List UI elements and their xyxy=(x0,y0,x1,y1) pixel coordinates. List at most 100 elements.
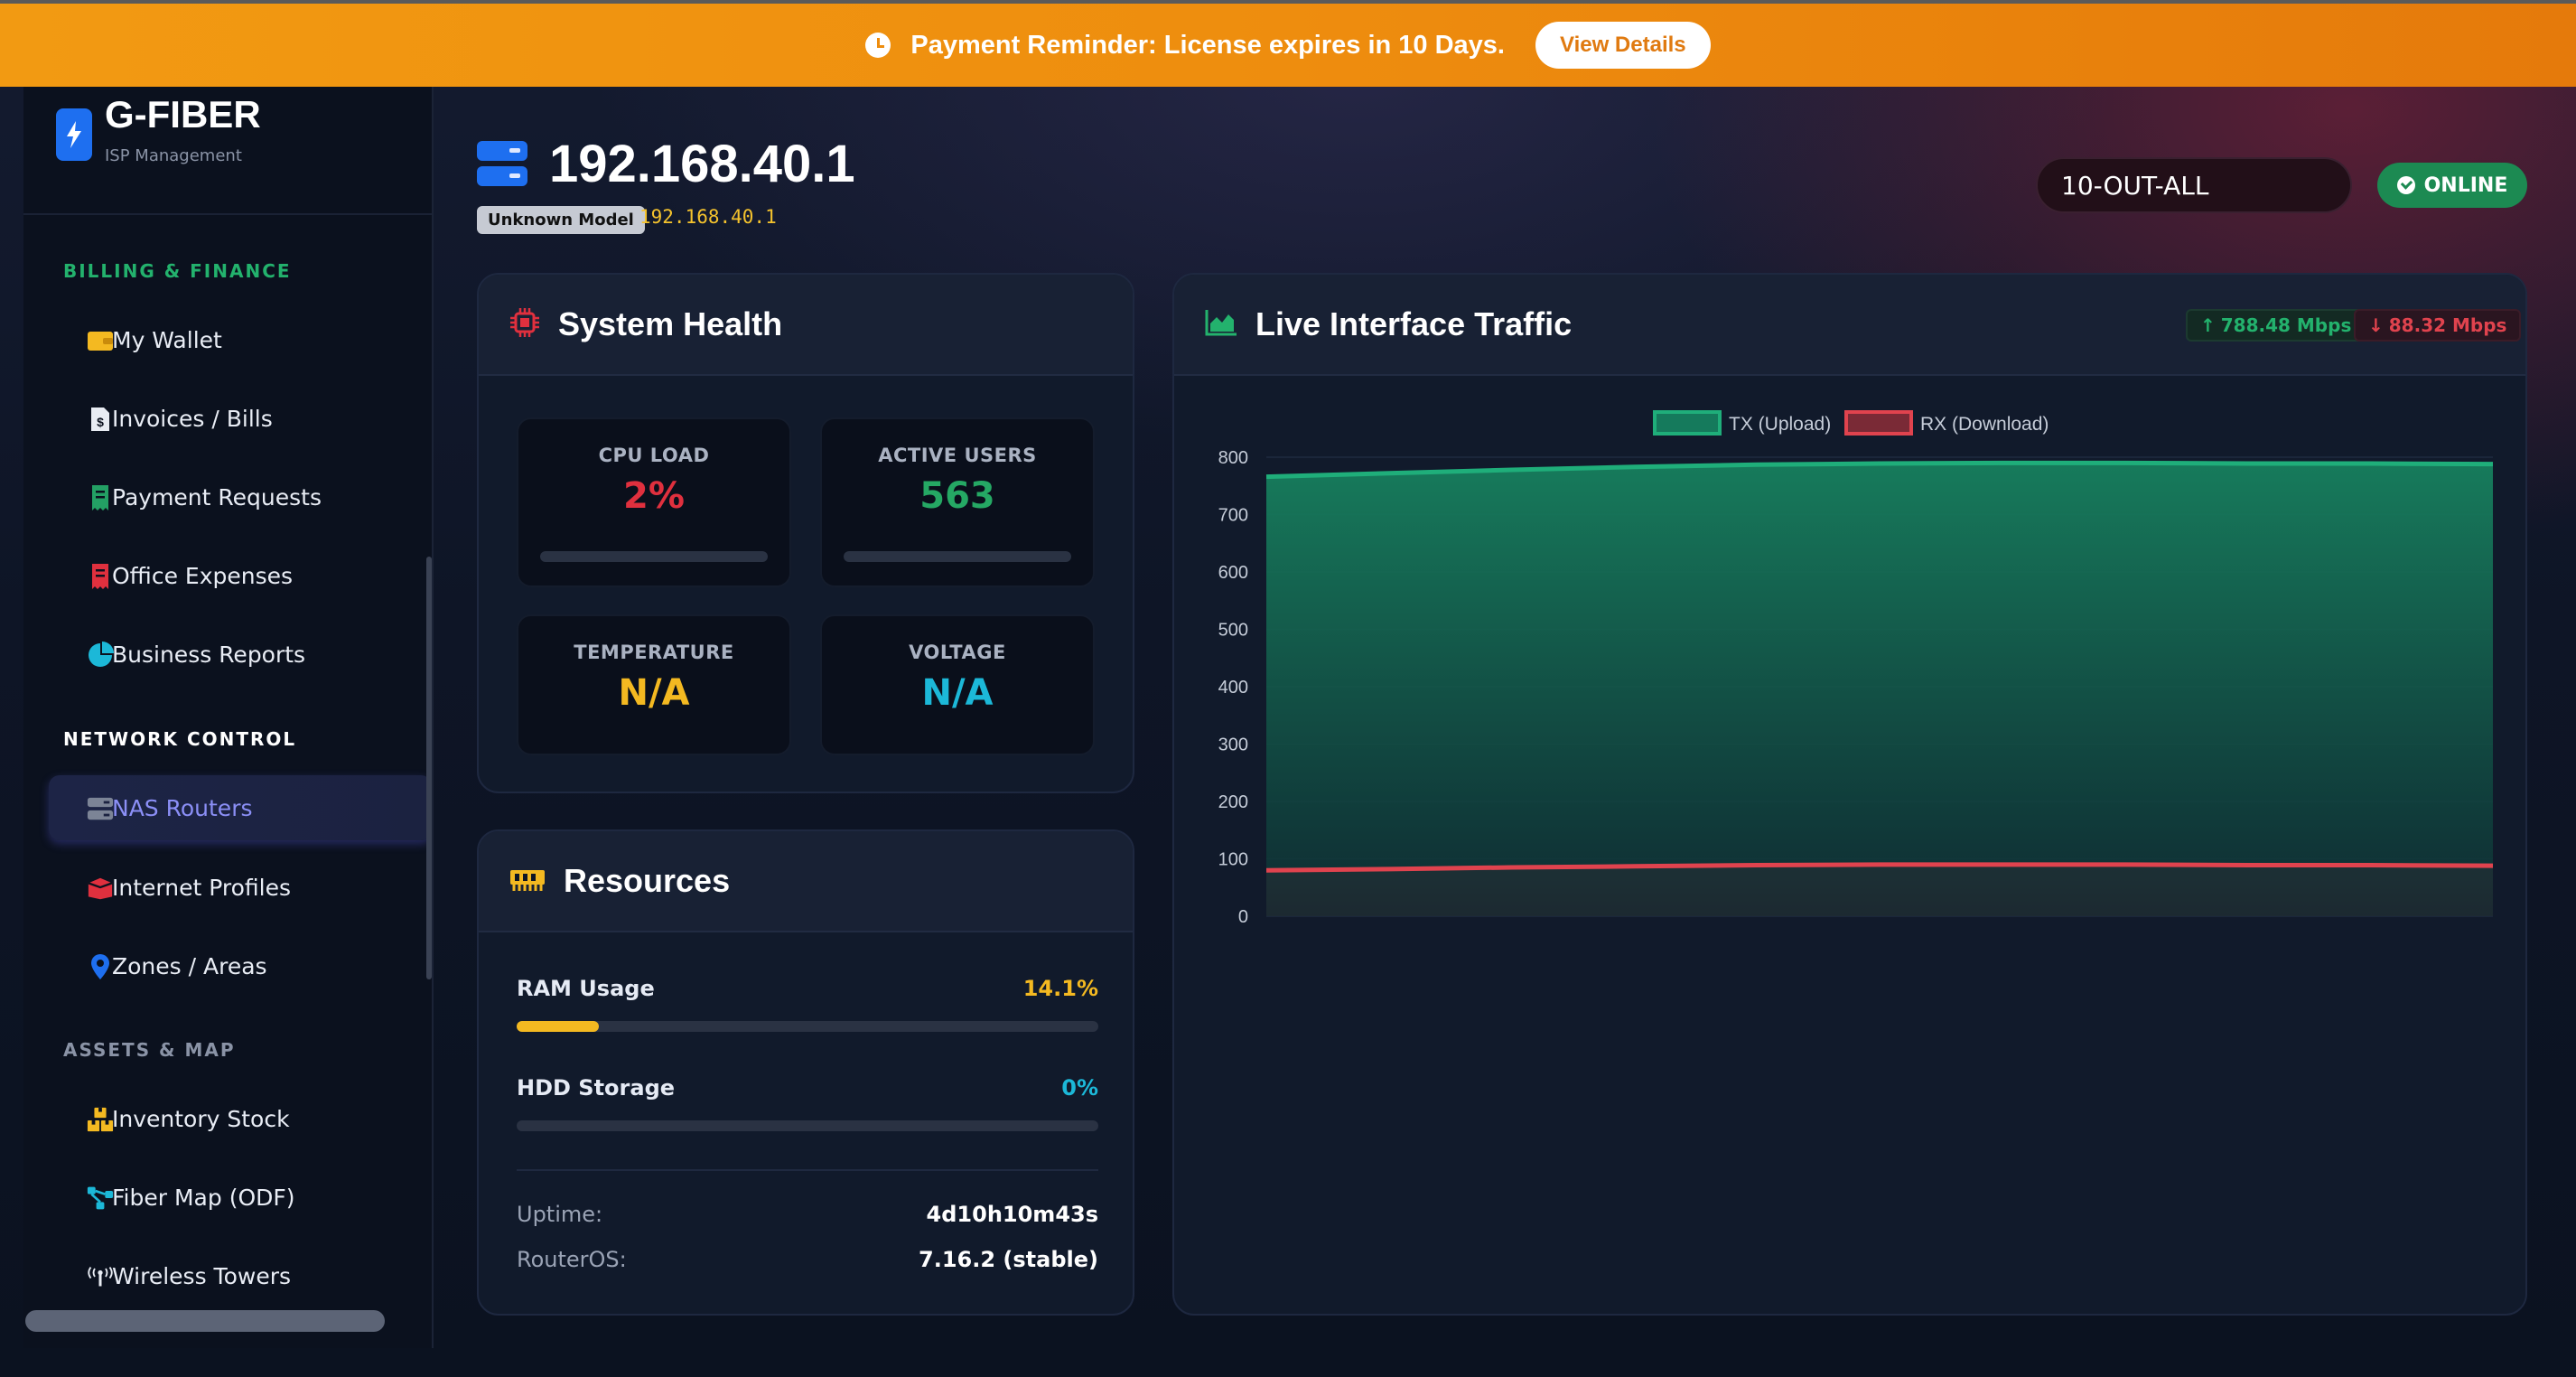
y-tick-label: 500 xyxy=(1218,621,1248,641)
ram-value: 14.1% xyxy=(1022,976,1098,1001)
y-axis-labels: 800 700 600 500 400 300 200 100 0 xyxy=(1218,448,1248,927)
live-traffic-card: Live Interface Traffic ↑ 788.48 Mbps ↓ 8… xyxy=(1172,273,2527,1316)
sidebar-item-office-expenses[interactable]: Office Expenses xyxy=(49,543,432,608)
ram-usage-row: RAM Usage 14.1% xyxy=(517,976,1098,1001)
model-badge: Unknown Model xyxy=(477,206,645,234)
sidebar-horizontal-scrollbar[interactable] xyxy=(25,1310,385,1332)
chart-legend: TX (Upload) RX (Download) xyxy=(1653,410,2049,436)
sidebar-item-label: Inventory Stock xyxy=(112,1105,290,1132)
stat-value: 563 xyxy=(919,475,995,517)
sidebar-item-label: My Wallet xyxy=(112,326,222,353)
memory-icon xyxy=(509,866,546,896)
tx-rate: 788.48 Mbps xyxy=(2220,314,2352,336)
sidebar-item-internet-profiles[interactable]: Internet Profiles xyxy=(49,855,432,920)
sidebar-item-label: Zones / Areas xyxy=(112,952,267,979)
uptime-row: Uptime: 4d10h10m43s xyxy=(517,1202,1098,1227)
sidebar-item-label: Wireless Towers xyxy=(112,1262,291,1289)
cpu-chip-icon xyxy=(509,307,540,342)
section-assets-map: ASSETS & MAP xyxy=(63,1039,236,1061)
page-title: 192.168.40.1 xyxy=(549,135,855,193)
brand-name: G-FIBER xyxy=(105,93,261,136)
receipt-icon xyxy=(87,484,114,511)
status-label: ONLINE xyxy=(2423,173,2508,197)
card-title: System Health xyxy=(558,305,783,342)
sidebar-item-inventory-stock[interactable]: Inventory Stock xyxy=(49,1086,432,1151)
active-users-stat: ACTIVE USERS 563 xyxy=(820,417,1095,587)
sidebar: G-FIBER ISP Management BILLING & FINANCE… xyxy=(23,87,434,1348)
rx-rate: 88.32 Mbps xyxy=(2388,314,2507,336)
sidebar-vertical-scrollbar[interactable] xyxy=(426,557,432,979)
system-health-card: System Health CPU LOAD 2% ACTIVE USERS 5… xyxy=(477,273,1134,793)
tx-rate-badge: ↑ 788.48 Mbps xyxy=(2186,309,2366,342)
sidebar-item-payment-requests[interactable]: Payment Requests xyxy=(49,464,432,529)
interface-select[interactable]: 10-OUT-ALL xyxy=(2036,157,2352,213)
legend-label: TX (Upload) xyxy=(1729,414,1831,435)
divider xyxy=(23,213,432,215)
map-pin-icon xyxy=(87,953,114,980)
temperature-stat: TEMPERATURE N/A xyxy=(517,614,791,755)
card-title: Live Interface Traffic xyxy=(1255,305,1573,342)
rx-series-line xyxy=(1265,862,2494,873)
routeros-row: RouterOS: 7.16.2 (stable) xyxy=(517,1247,1098,1272)
view-details-button[interactable]: View Details xyxy=(1535,22,1711,69)
sidebar-item-fiber-map[interactable]: Fiber Map (ODF) xyxy=(49,1165,432,1230)
banner-message: Payment Reminder: License expires in 10 … xyxy=(910,30,1505,60)
y-tick-label: 400 xyxy=(1218,678,1248,698)
box-icon xyxy=(87,875,114,902)
status-badge: ONLINE xyxy=(2377,163,2527,208)
y-tick-label: 700 xyxy=(1218,506,1248,526)
cpu-load-stat: CPU LOAD 2% xyxy=(517,417,791,587)
legend-swatch xyxy=(1844,410,1913,436)
arrow-up-icon: ↑ xyxy=(2200,314,2216,336)
sidebar-item-label: NAS Routers xyxy=(112,794,253,821)
pie-chart-icon xyxy=(87,642,114,669)
tower-icon xyxy=(87,1263,114,1290)
divider xyxy=(517,1169,1098,1171)
bolt-logo-icon xyxy=(56,108,92,161)
y-tick-label: 600 xyxy=(1218,563,1248,583)
legend-swatch xyxy=(1653,410,1722,436)
y-tick-label: 300 xyxy=(1218,735,1248,755)
stat-value: N/A xyxy=(921,672,994,714)
svg-text:$: $ xyxy=(97,415,104,429)
invoice-icon: $ xyxy=(87,406,114,433)
brand[interactable]: G-FIBER ISP Management xyxy=(56,92,261,165)
y-tick-label: 100 xyxy=(1218,850,1248,870)
sidebar-item-wireless-towers[interactable]: Wireless Towers xyxy=(49,1243,432,1308)
wallet-icon xyxy=(87,327,114,354)
resources-card: Resources RAM Usage 14.1% HDD Storage 0%… xyxy=(477,829,1134,1316)
y-tick-label: 200 xyxy=(1218,792,1248,812)
card-title: Resources xyxy=(564,862,731,899)
sidebar-item-zones-areas[interactable]: Zones / Areas xyxy=(49,933,432,998)
card-header: Live Interface Traffic xyxy=(1174,275,2525,376)
hdd-value: 0% xyxy=(1061,1075,1098,1101)
traffic-chart: 800 700 600 500 400 300 200 100 0 TX (Upload) RX … xyxy=(1218,410,2494,927)
network-icon xyxy=(87,1185,114,1212)
card-header: Resources xyxy=(479,831,1133,932)
sidebar-item-label: Business Reports xyxy=(112,641,306,668)
arrow-down-icon: ↓ xyxy=(2368,314,2384,336)
ram-label: RAM Usage xyxy=(517,976,655,1001)
progress-bar xyxy=(540,551,768,562)
sidebar-item-invoices[interactable]: $ Invoices / Bills xyxy=(49,386,432,451)
chart-series xyxy=(1265,460,2494,916)
check-circle-icon xyxy=(2396,176,2415,194)
sidebar-item-business-reports[interactable]: Business Reports xyxy=(49,622,432,687)
expense-receipt-icon xyxy=(87,563,114,590)
server-icon xyxy=(87,795,114,822)
brand-subtitle: ISP Management xyxy=(105,146,242,166)
sidebar-item-my-wallet[interactable]: My Wallet xyxy=(49,307,432,372)
stat-label: VOLTAGE xyxy=(909,642,1006,663)
sidebar-item-label: Office Expenses xyxy=(112,562,294,589)
section-network-control: NETWORK CONTROL xyxy=(63,728,297,750)
stat-label: TEMPERATURE xyxy=(574,642,734,663)
progress-bar xyxy=(844,551,1071,562)
tx-series-line xyxy=(1265,460,2494,480)
sidebar-item-nas-routers[interactable]: NAS Routers xyxy=(49,775,432,840)
server-icon xyxy=(477,141,527,188)
voltage-stat: VOLTAGE N/A xyxy=(820,614,1095,755)
clock-icon xyxy=(865,33,891,58)
card-header: System Health xyxy=(479,275,1133,376)
payment-reminder-banner: Payment Reminder: License expires in 10 … xyxy=(0,0,2576,87)
